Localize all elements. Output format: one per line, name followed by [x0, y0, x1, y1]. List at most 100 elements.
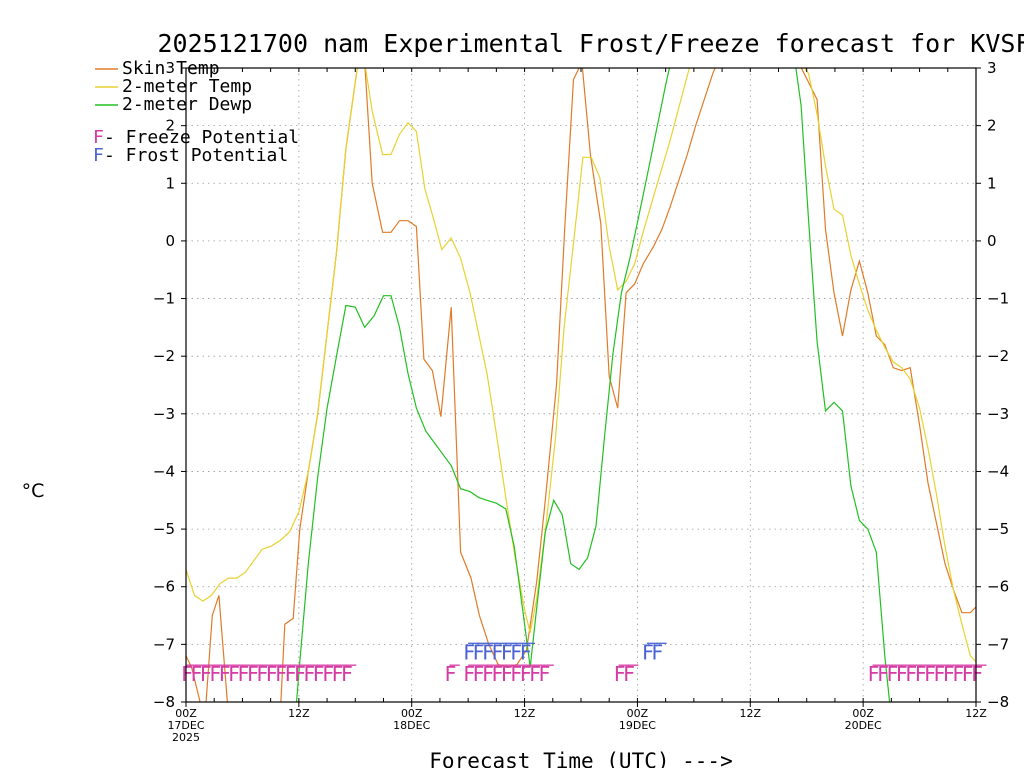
freeze-marker: F — [510, 662, 522, 686]
y-tick-label-right: 2 — [987, 117, 997, 135]
freeze-marker: F — [266, 662, 278, 686]
freeze-marker: F — [501, 662, 513, 686]
x-tick-label: 12Z — [514, 707, 536, 720]
x-tick-label: 12Z — [288, 707, 310, 720]
series-line — [186, 68, 976, 702]
grid-lines — [186, 68, 976, 702]
freeze-marker: F — [933, 662, 945, 686]
data-series — [186, 68, 976, 702]
y-tick-label-left: 1 — [165, 174, 175, 192]
x-tick-label: 2025 — [172, 731, 200, 744]
freeze-marker: F — [614, 662, 626, 686]
freeze-marker: F — [237, 662, 249, 686]
freeze-marker: F — [444, 662, 456, 686]
y-tick-label-right: −7 — [987, 635, 1009, 653]
x-tick-label: 00Z — [401, 707, 423, 720]
y-tick-label-left: 3 — [165, 59, 175, 77]
y-tick-label-right: 1 — [987, 174, 997, 192]
y-tick-label-left: −3 — [153, 405, 175, 423]
freeze-marker: F — [341, 662, 353, 686]
freeze-marker: F — [896, 662, 908, 686]
frost-marker: F — [491, 640, 503, 664]
frost-marker: F — [501, 640, 513, 664]
frost-marker: F — [510, 640, 522, 664]
legend-label: - Freeze Potential — [104, 127, 299, 148]
freeze-marker: F — [924, 662, 936, 686]
y-tick-label-right: −4 — [987, 462, 1009, 480]
freeze-marker: F — [905, 662, 917, 686]
x-tick-label: 12Z — [740, 707, 762, 720]
freeze-marker: F — [247, 662, 259, 686]
freeze-marker: F — [219, 662, 231, 686]
series-line — [295, 68, 891, 702]
y-tick-label-left: 2 — [165, 117, 175, 135]
freeze-marker: F — [886, 662, 898, 686]
freeze-marker: F — [303, 662, 315, 686]
y-axis: −8 −8 −7 −7 −6 −6 −5 −5 −4 −4 −3 −3 −2 −2 −1 −1 0 0 1 1 2 2 3 3 — [153, 59, 1009, 711]
x-tick-label: 19DEC — [619, 719, 656, 732]
freeze-marker: F — [943, 662, 955, 686]
freeze-marker: F — [200, 662, 212, 686]
y-tick-label-right: −3 — [987, 405, 1009, 423]
frost-marker: F — [651, 640, 663, 664]
y-tick-label-left: −7 — [153, 635, 175, 653]
y-tick-label-left: −5 — [153, 520, 175, 538]
legend-label: 2-meter Dewp — [122, 94, 252, 115]
freeze-marker: F — [284, 662, 296, 686]
freeze-marker: F — [473, 662, 485, 686]
legend-label: Skin Temp — [122, 58, 220, 79]
legend-label: - Frost Potential — [104, 145, 288, 166]
freeze-marker: F — [915, 662, 927, 686]
freeze-marker: F — [322, 662, 334, 686]
freeze-marker: F — [962, 662, 974, 686]
frost-marker: F — [520, 640, 532, 664]
y-tick-label-left: −4 — [153, 462, 175, 480]
freeze-marker: F — [538, 662, 550, 686]
series-line — [186, 68, 976, 663]
y-tick-label-right: −5 — [987, 520, 1009, 538]
freeze-marker: F — [181, 662, 193, 686]
y-tick-label-right: −2 — [987, 347, 1009, 365]
x-tick-label: 12Z — [965, 707, 987, 720]
x-tick-label: 00Z — [852, 707, 874, 720]
freeze-marker: F — [331, 662, 343, 686]
freeze-marker: F — [623, 662, 635, 686]
y-axis-label: °C — [22, 480, 45, 502]
freeze-marker: F — [529, 662, 541, 686]
freeze-marker: F — [971, 662, 983, 686]
freeze-marker: F — [228, 662, 240, 686]
frost-marker: F — [482, 640, 494, 664]
legend-label: 2-meter Temp — [122, 76, 252, 97]
y-tick-label-left: 0 — [165, 232, 175, 250]
x-tick-label: 18DEC — [393, 719, 430, 732]
chart-title: 2025121700 nam Experimental Frost/Freeze… — [158, 29, 1024, 58]
freeze-marker: F — [877, 662, 889, 686]
freeze-marker: F — [491, 662, 503, 686]
y-tick-label-left: −2 — [153, 347, 175, 365]
freeze-marker: F — [256, 662, 268, 686]
freeze-marker: F — [190, 662, 202, 686]
freeze-marker: F — [952, 662, 964, 686]
frost-marker: F — [463, 640, 475, 664]
freeze-marker: F — [520, 662, 532, 686]
freeze-marker: F — [463, 662, 475, 686]
freeze-marker: F — [294, 662, 306, 686]
x-tick-label: 00Z — [627, 707, 649, 720]
x-tick-label: 20DEC — [845, 719, 882, 732]
y-tick-label-left: −6 — [153, 578, 175, 596]
y-tick-label-left: −1 — [153, 290, 175, 308]
frost-marker: F — [642, 640, 654, 664]
x-axis-label: Forecast Time (UTC) ---> — [429, 749, 732, 768]
x-tick-label: 17DEC — [167, 719, 204, 732]
freeze-marker: F — [482, 662, 494, 686]
freeze-marker: F — [313, 662, 325, 686]
y-tick-label-right: −6 — [987, 578, 1009, 596]
y-tick-label-left: −8 — [153, 693, 175, 711]
legend-glyph: F — [93, 145, 104, 166]
y-tick-label-right: −8 — [987, 693, 1009, 711]
y-tick-label-right: 0 — [987, 232, 997, 250]
